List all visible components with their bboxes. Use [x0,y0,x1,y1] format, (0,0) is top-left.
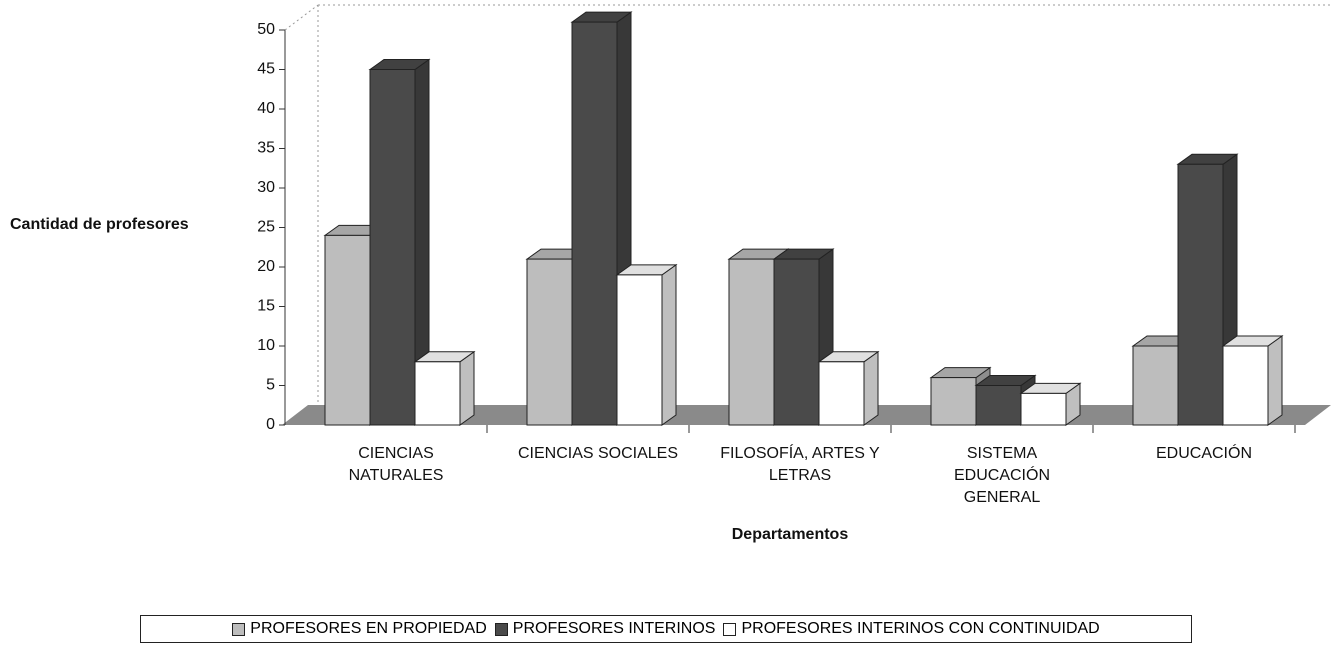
x-tick-label: CIENCIAS NATURALES [348,445,444,484]
legend-swatch [723,622,737,636]
legend-item: PROFESORES INTERINOS CON CONTINUIDAD [723,620,1100,638]
legend-swatch [232,622,246,636]
bar [571,21,618,426]
legend-swatch [494,622,508,636]
bar [975,385,1022,426]
bar [414,361,461,426]
y-tick-label: 35 [257,140,275,157]
bar-side [1267,335,1283,426]
y-axis-label: Cantidad de profesores [10,216,189,233]
y-tick-label: 20 [257,258,275,275]
bar [1020,392,1067,426]
wall-edge [284,4,319,31]
y-tick-label: 25 [257,219,275,236]
legend: PROFESORES EN PROPIEDAD PROFESORES INTERI… [140,615,1192,643]
y-tick-label: 0 [266,416,275,433]
legend-label: PROFESORES INTERINOS CON CONTINUIDAD [741,620,1100,637]
bar-side [459,350,475,426]
legend-label: PROFESORES EN PROPIEDAD [250,620,487,637]
x-tick-label: CIENCIAS SOCIALES [517,445,679,462]
bar-side [661,263,677,426]
bar [1222,345,1269,426]
y-tick-label: 10 [257,337,275,354]
x-tick-label: SISTEMA EDUCACIÓN GENERAL [953,445,1050,506]
bar [728,258,775,426]
bar [1132,345,1179,426]
bar [930,377,977,426]
legend-item: PROFESORES EN PROPIEDAD [232,620,487,638]
bar [369,69,416,426]
x-axis-label: Departamentos [732,526,849,543]
y-tick-label: 45 [257,61,275,78]
bar [1177,163,1224,426]
x-tick-label: EDUCACIÓN [1155,445,1252,462]
x-tick-label: FILOSOFÍA, ARTES Y LETRAS [720,445,880,484]
bar [616,274,663,426]
y-tick-label: 30 [257,179,275,196]
y-tick-label: 5 [266,377,275,394]
legend-item: PROFESORES INTERINOS [494,620,716,638]
legend-label: PROFESORES INTERINOS [512,620,716,637]
y-tick-label: 15 [257,298,275,315]
bar [773,258,820,426]
y-tick-label: 40 [257,100,275,117]
bar [526,258,573,426]
y-tick-label: 50 [257,21,275,38]
bar-side [863,350,879,426]
bar [818,361,865,426]
bar [324,234,371,426]
